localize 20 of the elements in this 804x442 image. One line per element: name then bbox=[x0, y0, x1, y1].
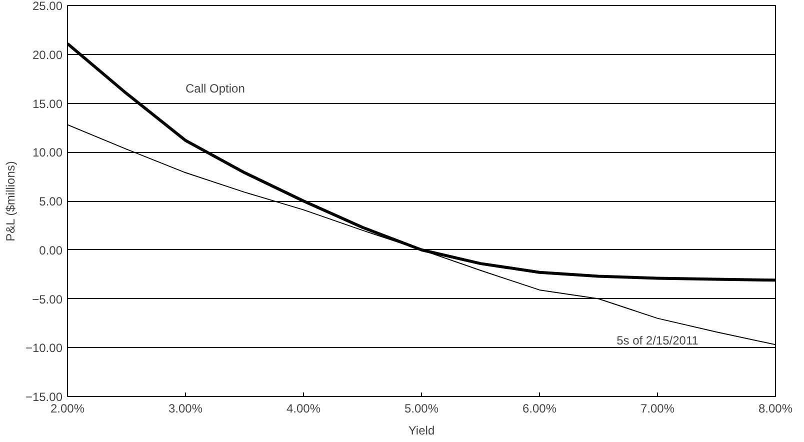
y-tick-label: 10.00 bbox=[32, 146, 63, 160]
x-tick-label: 8.00% bbox=[758, 402, 793, 416]
x-tick-label: 6.00% bbox=[522, 402, 557, 416]
x-tick-label: 3.00% bbox=[168, 402, 203, 416]
y-tick-label: 20.00 bbox=[32, 48, 63, 62]
y-tick-label: 25.00 bbox=[32, 0, 63, 13]
x-axis-title: Yield bbox=[408, 424, 435, 438]
x-tick-label: 7.00% bbox=[640, 402, 675, 416]
series-label: 5s of 2/15/2011 bbox=[616, 333, 699, 348]
y-tick-label: −15.00 bbox=[25, 390, 63, 404]
y-axis-title: P&L ($millions) bbox=[3, 161, 18, 242]
text: Call Option bbox=[186, 81, 245, 96]
y-tick-label: 15.00 bbox=[32, 96, 63, 111]
y-tick-label: −5.00 bbox=[32, 292, 63, 306]
x-tick-label: 4.00% bbox=[286, 402, 321, 416]
y-tick-label: 0.00 bbox=[39, 243, 63, 258]
x-tick-label: 2.00% bbox=[50, 402, 85, 416]
y-tick-label: 5.00 bbox=[39, 194, 63, 208]
x-tick-label: 5.00% bbox=[404, 402, 439, 416]
y-tick-label: −10.00 bbox=[25, 341, 63, 356]
